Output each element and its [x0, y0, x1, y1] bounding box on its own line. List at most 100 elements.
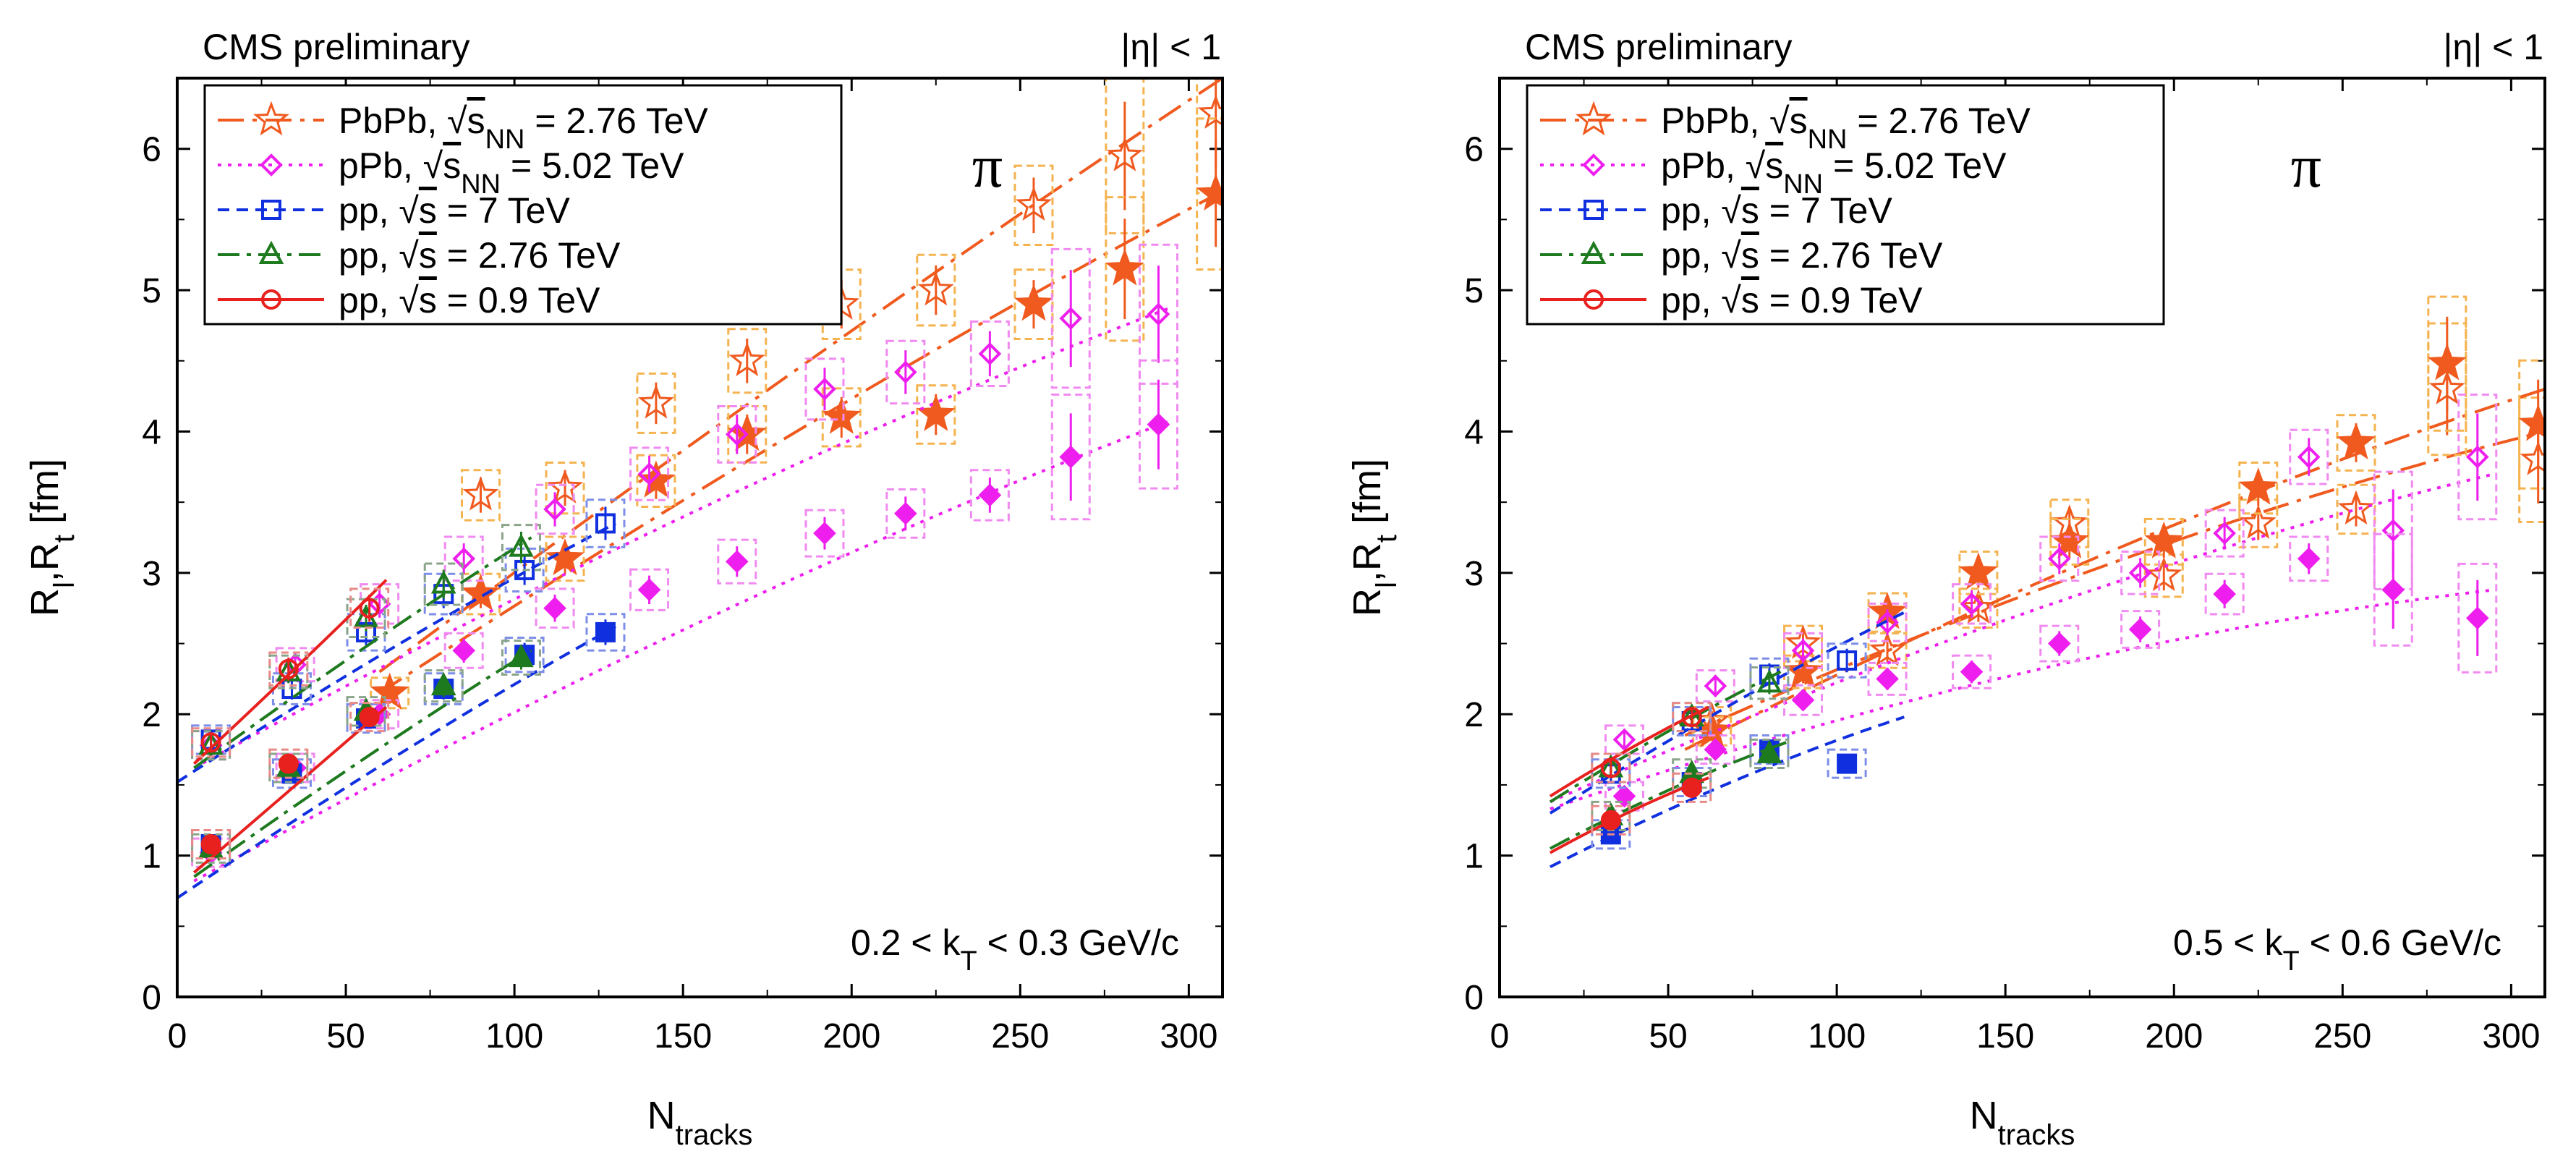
- data-point: [2337, 422, 2376, 459]
- data-point: [1837, 753, 1858, 774]
- fit-line: [192, 579, 388, 765]
- series-pp09-Rt: [1549, 772, 1712, 854]
- systematic-box: [885, 339, 926, 405]
- data-point: [1106, 137, 1143, 171]
- data-point: [894, 501, 917, 525]
- data-point: [1015, 186, 1052, 221]
- data-point: [2297, 547, 2321, 571]
- legend-entry-ppb: pPb, √sNN = 5.02 TeV: [1540, 145, 2007, 200]
- x-tick-label: 250: [2313, 1017, 2371, 1056]
- data-point: [2381, 519, 2405, 543]
- series-pp7-Rl: [177, 498, 626, 784]
- chart-panel-2: CMS preliminary |η| < 10 50 100 150 200 250 300…: [1346, 27, 2546, 1151]
- data-point: [1059, 445, 1083, 469]
- data-point: [1704, 738, 1727, 761]
- systematic-box: [717, 538, 757, 585]
- y-tick-label: 6: [142, 131, 161, 169]
- systematic-box: [636, 372, 676, 434]
- systematic-box: [2457, 562, 2498, 674]
- x-tick-label: 100: [1808, 1017, 1866, 1056]
- systematic-box: [2204, 572, 2245, 616]
- legend-label: pp, √s = 2.76 TeV: [339, 235, 621, 276]
- data-point: [2427, 343, 2467, 381]
- x-axis-label: Ntracks: [647, 1094, 753, 1151]
- systematic-box: [2204, 509, 2245, 558]
- systematic-box: [2457, 393, 2498, 521]
- legend-marker: [1576, 101, 1612, 136]
- legend-label: pp, √s = 7 TeV: [1661, 190, 1892, 231]
- chart-panel-1: CMS preliminary |η| < 10 50 100 150 200 250 300…: [23, 27, 1224, 1151]
- series-pbpb-Rt: [1684, 295, 2545, 751]
- data-point: [1960, 660, 1984, 684]
- series-ppb-Rt: [1550, 532, 2498, 812]
- data-point: [725, 550, 749, 574]
- systematic-box: [916, 384, 956, 445]
- legend-entry-pp09: pp, √s = 0.9 TeV: [218, 280, 600, 320]
- y-tick-label: 0: [142, 979, 161, 1017]
- data-point: [2238, 467, 2278, 505]
- fit-line: [1550, 588, 2495, 811]
- fit-line: [177, 625, 616, 899]
- systematic-box: [268, 748, 309, 779]
- data-point: [430, 671, 456, 696]
- data-point: [1791, 688, 1815, 712]
- legend-label: pp, √s = 0.9 TeV: [1661, 280, 1923, 320]
- systematic-box: [2143, 517, 2184, 566]
- data-point: [1783, 651, 1823, 689]
- series-pp09-Rt: [191, 702, 390, 874]
- fit-line: [193, 418, 1173, 883]
- systematic-box: [969, 469, 1010, 522]
- legend-label: pp, √s = 0.9 TeV: [339, 280, 600, 320]
- systematic-box: [2039, 535, 2080, 582]
- data-point: [1600, 757, 1621, 778]
- x-axis-label: Ntracks: [1970, 1094, 2075, 1151]
- data-point: [2465, 445, 2489, 469]
- series-pp09-Rl: [1549, 702, 1712, 798]
- systematic-box: [1695, 734, 1735, 765]
- systematic-box: [268, 651, 309, 687]
- y-tick-label: 0: [1464, 979, 1484, 1017]
- data-point: [595, 621, 616, 642]
- data-point: [2213, 522, 2237, 545]
- legend-label: PbPb, √sNN = 2.76 TeV: [339, 101, 709, 155]
- x-tick-label: 150: [654, 1017, 712, 1056]
- systematic-box: [2427, 295, 2467, 432]
- systematic-box: [1952, 654, 1992, 689]
- series-ppb-Rl: [1550, 393, 2498, 804]
- data-point: [2297, 445, 2321, 469]
- systematic-box: [1591, 752, 1631, 784]
- data-point: [278, 658, 299, 679]
- data-point: [2146, 556, 2182, 592]
- systematic-box: [1867, 602, 1908, 642]
- series-pbpb-Rl: [1684, 322, 2545, 737]
- fit-line: [193, 305, 1173, 770]
- systematic-box: [191, 828, 231, 860]
- data-point: [543, 498, 566, 521]
- data-point: [462, 476, 499, 511]
- data-point: [637, 462, 661, 485]
- systematic-box: [629, 568, 670, 611]
- systematic-box: [2238, 461, 2279, 515]
- systematic-box: [2289, 428, 2329, 485]
- fit-line: [378, 190, 1223, 695]
- y-tick-label: 6: [1464, 131, 1484, 169]
- x-tick-label: 300: [1160, 1017, 1217, 1056]
- data-point: [1756, 669, 1782, 693]
- systematic-box: [636, 454, 676, 509]
- systematic-box: [1827, 642, 1867, 679]
- data-point: [1600, 810, 1621, 831]
- y-tick-label: 3: [1464, 555, 1484, 593]
- fit-line: [1684, 387, 2545, 751]
- systematic-box: [1749, 657, 1790, 692]
- data-point: [1960, 593, 1984, 616]
- eta-range-label: |η| < 1: [1121, 27, 1221, 67]
- fit-line: [193, 536, 532, 770]
- systematic-box: [545, 535, 585, 582]
- data-point: [461, 573, 501, 611]
- systematic-box: [2373, 532, 2413, 647]
- systematic-box: [629, 446, 670, 501]
- systematic-box: [423, 669, 464, 703]
- systematic-box: [1783, 632, 1824, 669]
